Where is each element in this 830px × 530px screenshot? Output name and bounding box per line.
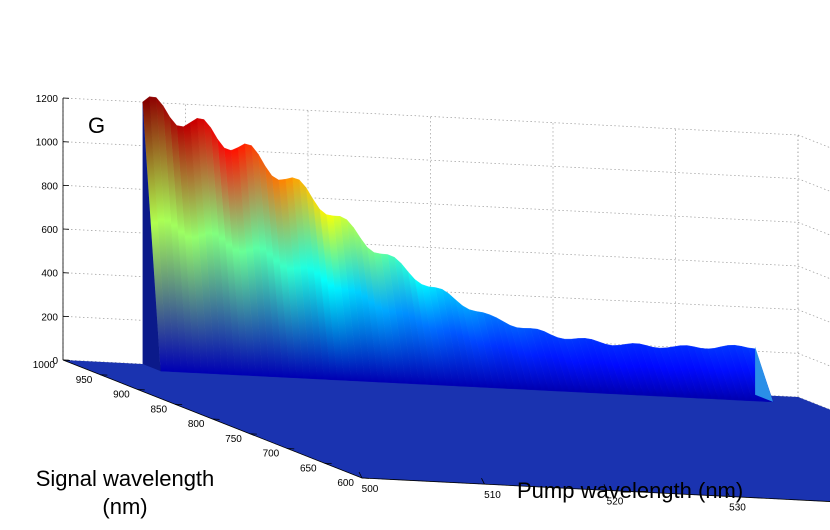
z-tick-label: 1000 [36,138,59,149]
y-tick-label: 600 [337,478,354,489]
y-tick-label: 650 [300,463,317,474]
y-axis-label-line1: Signal wavelength [36,466,215,491]
z-tick-label: 1200 [36,94,59,105]
surface-layer [63,97,830,515]
grid-line [798,179,830,297]
y-tick-label: 1000 [33,360,56,371]
z-tick-label: 800 [41,181,58,192]
y-axis-label-line2: (nm) [102,494,147,519]
z-tick-label: 200 [41,312,58,323]
z-tick-label: 400 [41,269,58,280]
z-tick-label: 600 [41,225,58,236]
y-tick-label: 900 [113,390,130,401]
x-tick-label: 510 [484,490,501,501]
y-tick-label: 800 [188,419,205,430]
x-tick-label: 500 [362,484,379,495]
y-tick-label: 750 [225,434,242,445]
grid-line [798,266,830,384]
y-tick-label: 700 [263,449,280,460]
x-tick-label: 530 [729,503,746,514]
grid-line [798,222,830,340]
surface-end-wall [755,347,773,402]
y-tick-label: 950 [76,375,93,386]
z-axis-label: G [88,113,105,138]
y-tick-label: 850 [150,404,167,415]
grid-line [798,135,830,253]
x-axis-label: Pump wavelength (nm) [517,478,743,503]
